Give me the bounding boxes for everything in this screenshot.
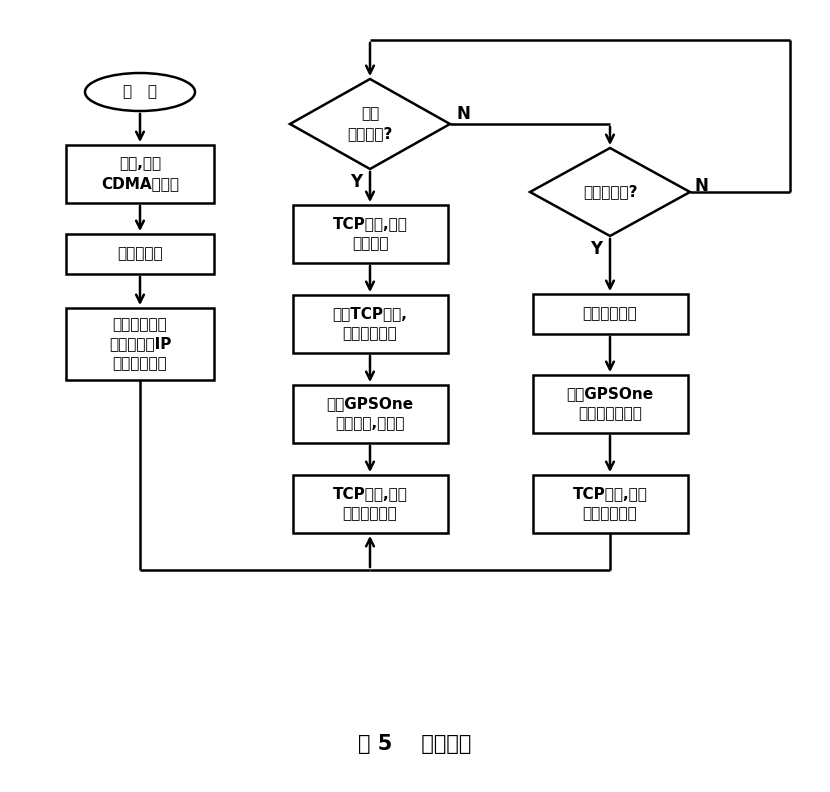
Polygon shape — [530, 148, 690, 236]
Text: N: N — [694, 177, 708, 195]
Text: 开   始: 开 始 — [123, 85, 157, 100]
Text: 延时,等待
CDMA初始化: 延时,等待 CDMA初始化 — [101, 157, 179, 192]
Text: TCP连接,发送
数据到监控端: TCP连接,发送 数据到监控端 — [573, 486, 647, 521]
Ellipse shape — [85, 73, 195, 111]
Text: 发送定位指令: 发送定位指令 — [583, 307, 637, 322]
Text: 定时时间到?: 定时时间到? — [583, 185, 637, 200]
Bar — [533, 475, 687, 533]
Text: TCP连接,发送
数据到监控端: TCP连接,发送 数据到监控端 — [333, 486, 408, 521]
Bar — [292, 385, 447, 443]
Bar — [533, 294, 687, 334]
Bar — [292, 205, 447, 263]
Text: 行程
开关动作?: 行程 开关动作? — [347, 107, 393, 142]
Text: 获得GPSOne
定位信息并解析: 获得GPSOne 定位信息并解析 — [566, 386, 653, 421]
Bar — [66, 234, 214, 274]
Text: Y: Y — [350, 173, 362, 191]
Text: Y: Y — [590, 240, 602, 258]
Text: N: N — [456, 105, 470, 123]
Bar — [66, 308, 214, 380]
Text: 断开TCP连接,
发送定位指令: 断开TCP连接, 发送定位指令 — [333, 307, 408, 341]
Text: TCP连接,发送
报警信息: TCP连接,发送 报警信息 — [333, 216, 408, 251]
Text: 图 5    软件流程: 图 5 软件流程 — [359, 734, 471, 754]
Polygon shape — [290, 79, 450, 169]
Text: 获得GPSOne
定位信息,并解析: 获得GPSOne 定位信息,并解析 — [326, 397, 413, 432]
Bar — [66, 145, 214, 203]
Bar — [292, 295, 447, 353]
Bar — [533, 375, 687, 433]
Text: 设置模块连接
服务器时的IP
地址和端口号: 设置模块连接 服务器时的IP 地址和端口号 — [109, 317, 171, 371]
Bar — [292, 475, 447, 533]
Text: 初始化串口: 初始化串口 — [117, 246, 163, 261]
